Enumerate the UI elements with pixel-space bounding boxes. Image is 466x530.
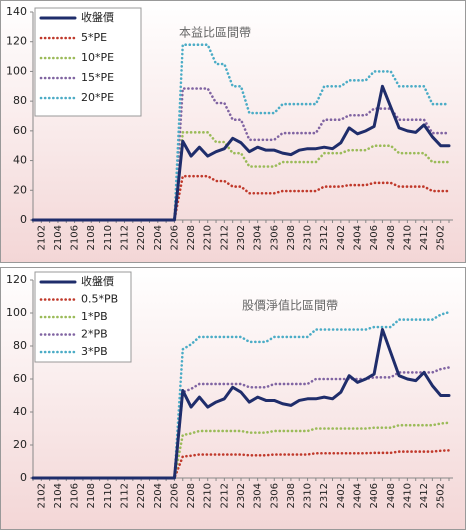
x-tick-label: 2402 (336, 225, 347, 250)
y-tick-label: 120 (6, 35, 27, 48)
x-tick-label: 2408 (386, 225, 397, 250)
legend-label: 5*PE (81, 31, 107, 44)
legend-label: 10*PE (81, 51, 114, 64)
y-tick-label: 100 (6, 64, 27, 77)
x-tick-label: 2204 (153, 225, 164, 250)
x-tick-label: 2304 (253, 483, 264, 508)
x-tick-label: 2306 (269, 225, 280, 250)
x-tick-label: 2412 (419, 483, 430, 508)
x-tick-label: 2412 (419, 225, 430, 250)
x-tick-label: 2212 (219, 225, 230, 250)
x-tick-label: 2312 (319, 483, 330, 508)
legend-label: 20*PE (81, 91, 114, 104)
y-tick-label: 20 (13, 183, 27, 196)
x-tick-label: 2310 (303, 483, 314, 508)
x-tick-label: 2106 (70, 225, 81, 250)
y-tick-label: 140 (6, 5, 27, 18)
y-tick-label: 80 (13, 94, 27, 107)
x-tick-label: 2410 (402, 483, 413, 508)
legend-label: 1*PB (81, 310, 108, 323)
y-tick-label: 40 (13, 405, 27, 418)
x-tick-label: 2102 (36, 483, 47, 508)
y-tick-label: 80 (13, 339, 27, 352)
x-tick-label: 2206 (169, 483, 180, 508)
legend-box (34, 271, 132, 363)
legend-label: 收盤價 (81, 10, 114, 24)
x-tick-label: 2104 (53, 225, 64, 250)
legend-label: 2*PB (81, 328, 108, 341)
x-tick-label: 2112 (120, 483, 131, 508)
x-tick-label: 2104 (53, 483, 64, 508)
x-tick-label: 2304 (253, 225, 264, 250)
annotation: 本益比區間帶 (179, 26, 251, 40)
x-tick-label: 2308 (286, 483, 297, 508)
x-tick-label: 2102 (36, 225, 47, 250)
y-tick-label: 100 (6, 306, 27, 319)
y-tick-label: 60 (13, 372, 27, 385)
x-tick-label: 2204 (153, 483, 164, 508)
x-tick-label: 2404 (352, 225, 363, 250)
x-tick-label: 2108 (86, 225, 97, 250)
y-tick-label: 120 (6, 273, 27, 286)
x-tick-label: 2408 (386, 483, 397, 508)
y-tick-label: 20 (13, 438, 27, 451)
x-tick-label: 2208 (186, 225, 197, 250)
x-tick-label: 2310 (303, 225, 314, 250)
x-tick-label: 2410 (402, 225, 413, 250)
x-tick-label: 2208 (186, 483, 197, 508)
x-tick-label: 2302 (236, 225, 247, 250)
x-tick-label: 2402 (336, 483, 347, 508)
x-tick-label: 2404 (352, 483, 363, 508)
x-tick-label: 2210 (203, 225, 214, 250)
y-tick-label: 40 (13, 154, 27, 167)
legend-label: 收盤價 (81, 274, 114, 288)
series-line (31, 328, 451, 480)
x-tick-label: 2112 (120, 225, 131, 250)
x-tick-label: 2210 (203, 483, 214, 508)
legend-label: 0.5*PB (81, 293, 118, 306)
x-tick-label: 2406 (369, 483, 380, 508)
series-line (31, 84, 451, 222)
x-tick-label: 2502 (436, 225, 447, 250)
x-tick-label: 2110 (103, 225, 114, 250)
x-tick-label: 2212 (219, 483, 230, 508)
x-tick-label: 2202 (136, 483, 147, 508)
x-tick-label: 2302 (236, 483, 247, 508)
x-tick-label: 2306 (269, 483, 280, 508)
y-tick-label: 0 (20, 213, 27, 226)
x-tick-label: 2108 (86, 483, 97, 508)
x-tick-label: 2502 (436, 483, 447, 508)
legend-label: 3*PB (81, 345, 108, 358)
x-tick-label: 2202 (136, 225, 147, 250)
x-tick-label: 2312 (319, 225, 330, 250)
x-tick-label: 2206 (169, 225, 180, 250)
annotation: 股價淨值比區間帶 (242, 298, 338, 313)
y-tick-label: 60 (13, 124, 27, 137)
x-tick-label: 2106 (70, 483, 81, 508)
x-tick-label: 2110 (103, 483, 114, 508)
legend-label: 15*PE (81, 71, 114, 84)
y-tick-label: 0 (20, 471, 27, 484)
x-tick-label: 2308 (286, 225, 297, 250)
x-tick-label: 2406 (369, 225, 380, 250)
